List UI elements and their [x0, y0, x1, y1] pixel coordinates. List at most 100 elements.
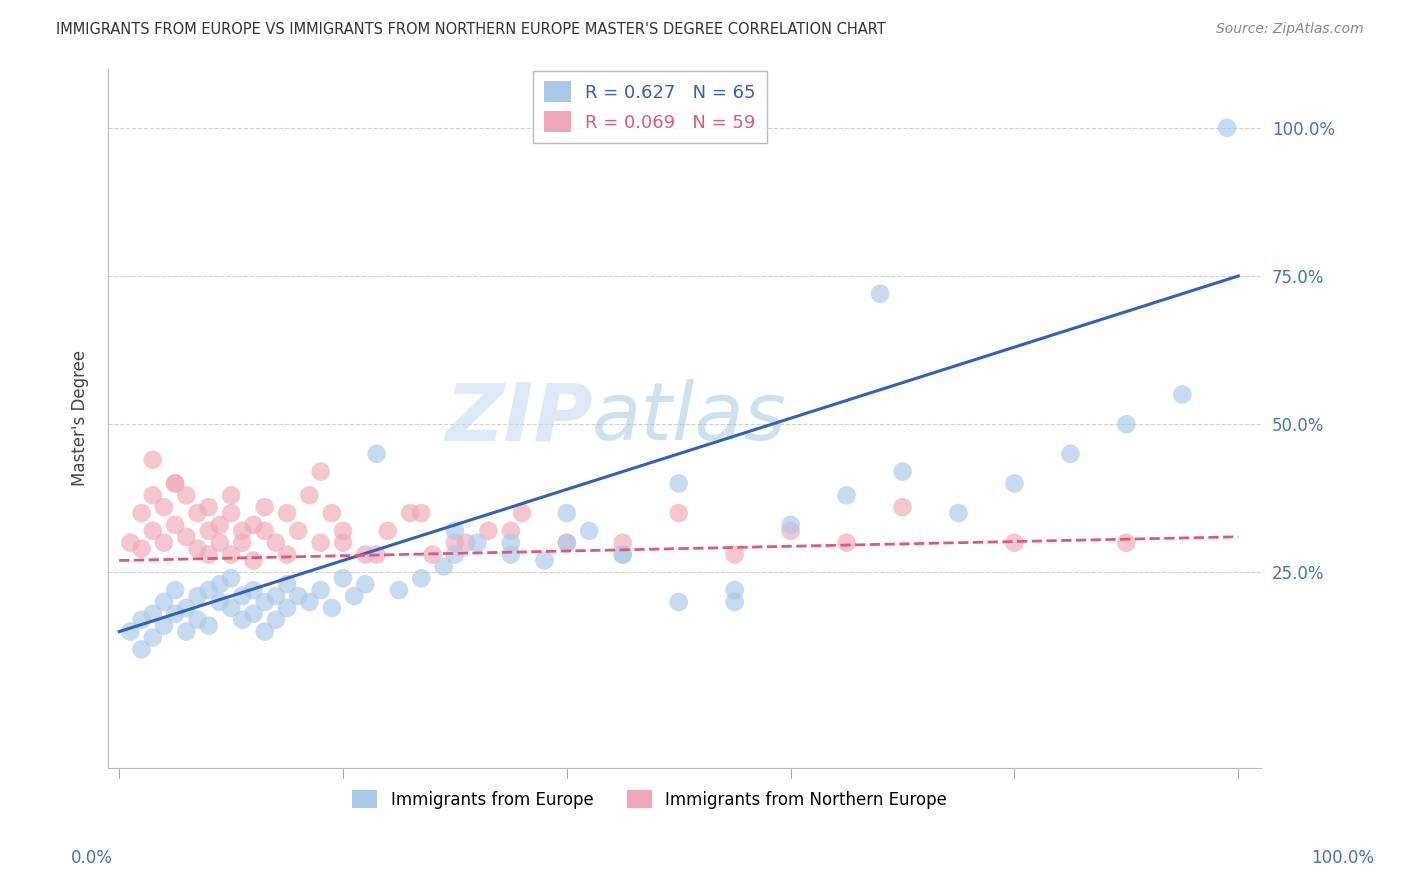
Point [724, 583, 747, 598]
Point [186, 613, 208, 627]
Point [444, 535, 467, 549]
Point [1059, 447, 1081, 461]
Point [388, 583, 411, 598]
Point [779, 517, 801, 532]
Point [165, 476, 187, 491]
Point [208, 595, 231, 609]
Point [253, 524, 276, 538]
Point [343, 589, 366, 603]
Point [276, 577, 298, 591]
Point [668, 595, 690, 609]
Point [321, 601, 343, 615]
Point [612, 548, 634, 562]
Point [399, 506, 422, 520]
Point [176, 488, 198, 502]
Point [444, 548, 467, 562]
Point [422, 548, 444, 562]
Point [219, 571, 242, 585]
Point [142, 524, 165, 538]
Point [242, 583, 264, 598]
Point [578, 524, 600, 538]
Point [142, 631, 165, 645]
Point [242, 607, 264, 621]
Point [176, 624, 198, 639]
Point [276, 601, 298, 615]
Point [1216, 120, 1239, 135]
Point [219, 506, 242, 520]
Point [242, 553, 264, 567]
Point [153, 535, 176, 549]
Point [197, 500, 219, 515]
Point [253, 595, 276, 609]
Point [131, 541, 153, 556]
Point [668, 476, 690, 491]
Point [142, 607, 165, 621]
Text: atlas: atlas [592, 379, 787, 458]
Point [1115, 535, 1137, 549]
Point [555, 535, 578, 549]
Y-axis label: Master's Degree: Master's Degree [72, 351, 89, 486]
Point [165, 607, 187, 621]
Point [253, 624, 276, 639]
Point [208, 577, 231, 591]
Point [366, 548, 388, 562]
Point [197, 548, 219, 562]
Text: 100.0%: 100.0% [1312, 849, 1374, 867]
Point [309, 465, 332, 479]
Point [253, 500, 276, 515]
Point [779, 524, 801, 538]
Point [120, 624, 142, 639]
Point [287, 589, 309, 603]
Point [1004, 535, 1026, 549]
Text: IMMIGRANTS FROM EUROPE VS IMMIGRANTS FROM NORTHERN EUROPE MASTER'S DEGREE CORREL: IMMIGRANTS FROM EUROPE VS IMMIGRANTS FRO… [56, 22, 886, 37]
Point [219, 601, 242, 615]
Point [165, 517, 187, 532]
Point [176, 601, 198, 615]
Point [465, 535, 488, 549]
Point [309, 583, 332, 598]
Point [165, 583, 187, 598]
Point [948, 506, 970, 520]
Point [186, 506, 208, 520]
Point [153, 500, 176, 515]
Point [131, 506, 153, 520]
Point [1004, 476, 1026, 491]
Point [219, 548, 242, 562]
Point [120, 535, 142, 549]
Point [377, 524, 399, 538]
Point [208, 535, 231, 549]
Point [264, 589, 287, 603]
Point [499, 524, 522, 538]
Point [231, 613, 253, 627]
Point [142, 452, 165, 467]
Point [891, 465, 914, 479]
Point [555, 506, 578, 520]
Point [612, 548, 634, 562]
Point [835, 488, 858, 502]
Point [242, 517, 264, 532]
Point [456, 535, 478, 549]
Point [219, 488, 242, 502]
Point [153, 618, 176, 632]
Point [499, 548, 522, 562]
Point [411, 506, 433, 520]
Point [231, 589, 253, 603]
Point [186, 589, 208, 603]
Legend: Immigrants from Europe, Immigrants from Northern Europe: Immigrants from Europe, Immigrants from … [346, 783, 953, 815]
Point [1171, 387, 1194, 401]
Point [142, 488, 165, 502]
Point [287, 524, 309, 538]
Point [668, 506, 690, 520]
Point [197, 583, 219, 598]
Point [131, 613, 153, 627]
Point [321, 506, 343, 520]
Point [366, 447, 388, 461]
Point [869, 286, 891, 301]
Point [724, 595, 747, 609]
Point [208, 517, 231, 532]
Point [231, 524, 253, 538]
Point [354, 577, 377, 591]
Point [264, 535, 287, 549]
Text: Source: ZipAtlas.com: Source: ZipAtlas.com [1216, 22, 1364, 37]
Point [153, 595, 176, 609]
